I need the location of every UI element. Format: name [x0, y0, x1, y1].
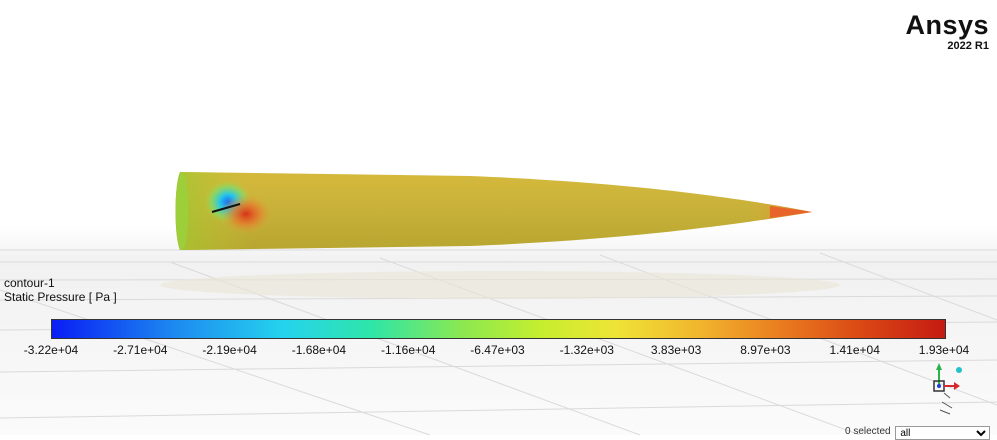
colorbar-tick-label: -1.68e+04: [291, 343, 347, 357]
colorbar-tick-label: -2.19e+04: [202, 343, 257, 357]
colorbar-tick-label: -3.22e+04: [23, 343, 79, 357]
ansys-logo: Ansys 2022 R1: [905, 12, 989, 53]
brand-version: 2022 R1: [947, 40, 989, 52]
colorbar-tick-label: -1.16e+04: [380, 343, 436, 357]
colorbar-tick-label: 1.93e+04: [918, 343, 970, 357]
selection-count: 0 selected: [845, 426, 891, 437]
selection-status: 0 selected all: [845, 426, 991, 440]
contour-name: contour-1: [4, 276, 55, 290]
colorbar-tick-label: -2.71e+04: [113, 343, 168, 357]
colorbar-tick-label: -6.47e+03: [470, 343, 525, 357]
selection-filter-dropdown[interactable]: all: [895, 426, 991, 440]
color-map-bar: [51, 319, 946, 339]
colorbar-tick-label: -1.32e+03: [559, 343, 614, 357]
colorbar-tick-label: 1.41e+04: [829, 343, 880, 357]
colorbar-tick-label: 3.83e+03: [650, 343, 702, 357]
brand-name: Ansys: [905, 10, 989, 40]
colorbar-tick-label: 8.97e+03: [740, 343, 791, 357]
axis-triad-icon[interactable]: [922, 360, 966, 418]
contour-variable: Static Pressure [ Pa ]: [4, 290, 117, 304]
